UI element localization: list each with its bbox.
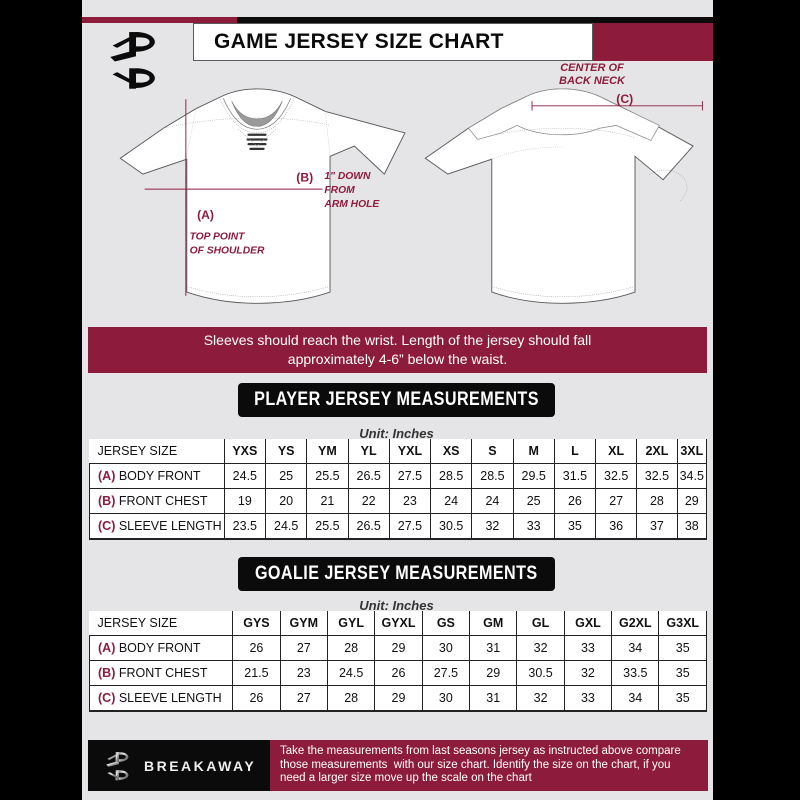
svg-text:1" DOWN: 1" DOWN (324, 171, 371, 182)
svg-text:ARM HOLE: ARM HOLE (323, 199, 380, 210)
svg-text:FROM: FROM (324, 185, 355, 196)
svg-text:(B): (B) (296, 171, 313, 185)
svg-text:TOP POINT: TOP POINT (190, 232, 246, 243)
svg-text:OF SHOULDER: OF SHOULDER (190, 246, 265, 257)
svg-text:(C): (C) (616, 92, 633, 106)
svg-text:(A): (A) (197, 208, 214, 222)
